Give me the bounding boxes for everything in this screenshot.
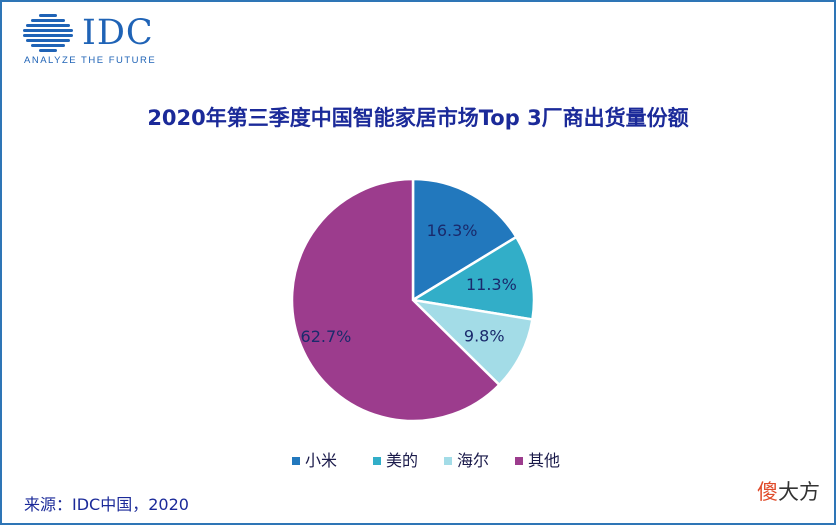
data-label-4: 62.7%	[301, 327, 352, 346]
legend-label: 其他	[528, 451, 561, 470]
logo-tagline: ANALYZE THE FUTURE	[24, 55, 157, 66]
pie-slice-3	[409, 298, 534, 387]
globe-icon	[23, 14, 73, 52]
data-label-2: 11.3%	[466, 275, 517, 294]
data-label-3: 9.8%	[464, 327, 505, 346]
source-note: 来源：IDC中国，2020	[24, 495, 189, 514]
legend-swatch	[292, 457, 300, 465]
watermark-char: 傻	[757, 480, 778, 504]
pie-chart: 16.3% 11.3% 9.8% 62.7%	[290, 177, 536, 423]
chart-legend: 小米 美的 海尔 其他	[282, 449, 582, 473]
pie-slice-2	[409, 235, 536, 321]
data-label-1: 16.3%	[427, 221, 478, 240]
pie-slice-4	[290, 177, 502, 423]
legend-label: 小米	[305, 451, 338, 470]
logo-wordmark: IDC	[82, 13, 154, 53]
legend-swatch	[515, 457, 523, 465]
legend-label: 海尔	[457, 451, 490, 470]
legend-swatch	[373, 457, 381, 465]
chart-title: 2020年第三季度中国智能家居市场Top 3厂商出货量份额	[147, 106, 689, 130]
legend-swatch	[444, 457, 452, 465]
idc-logo: IDC ANALYZE THE FUTURE	[22, 12, 192, 72]
legend-label: 美的	[386, 451, 419, 470]
watermark: 傻大方	[757, 476, 820, 506]
pie-slice-1	[411, 177, 519, 303]
watermark-text: 大方	[778, 480, 820, 504]
